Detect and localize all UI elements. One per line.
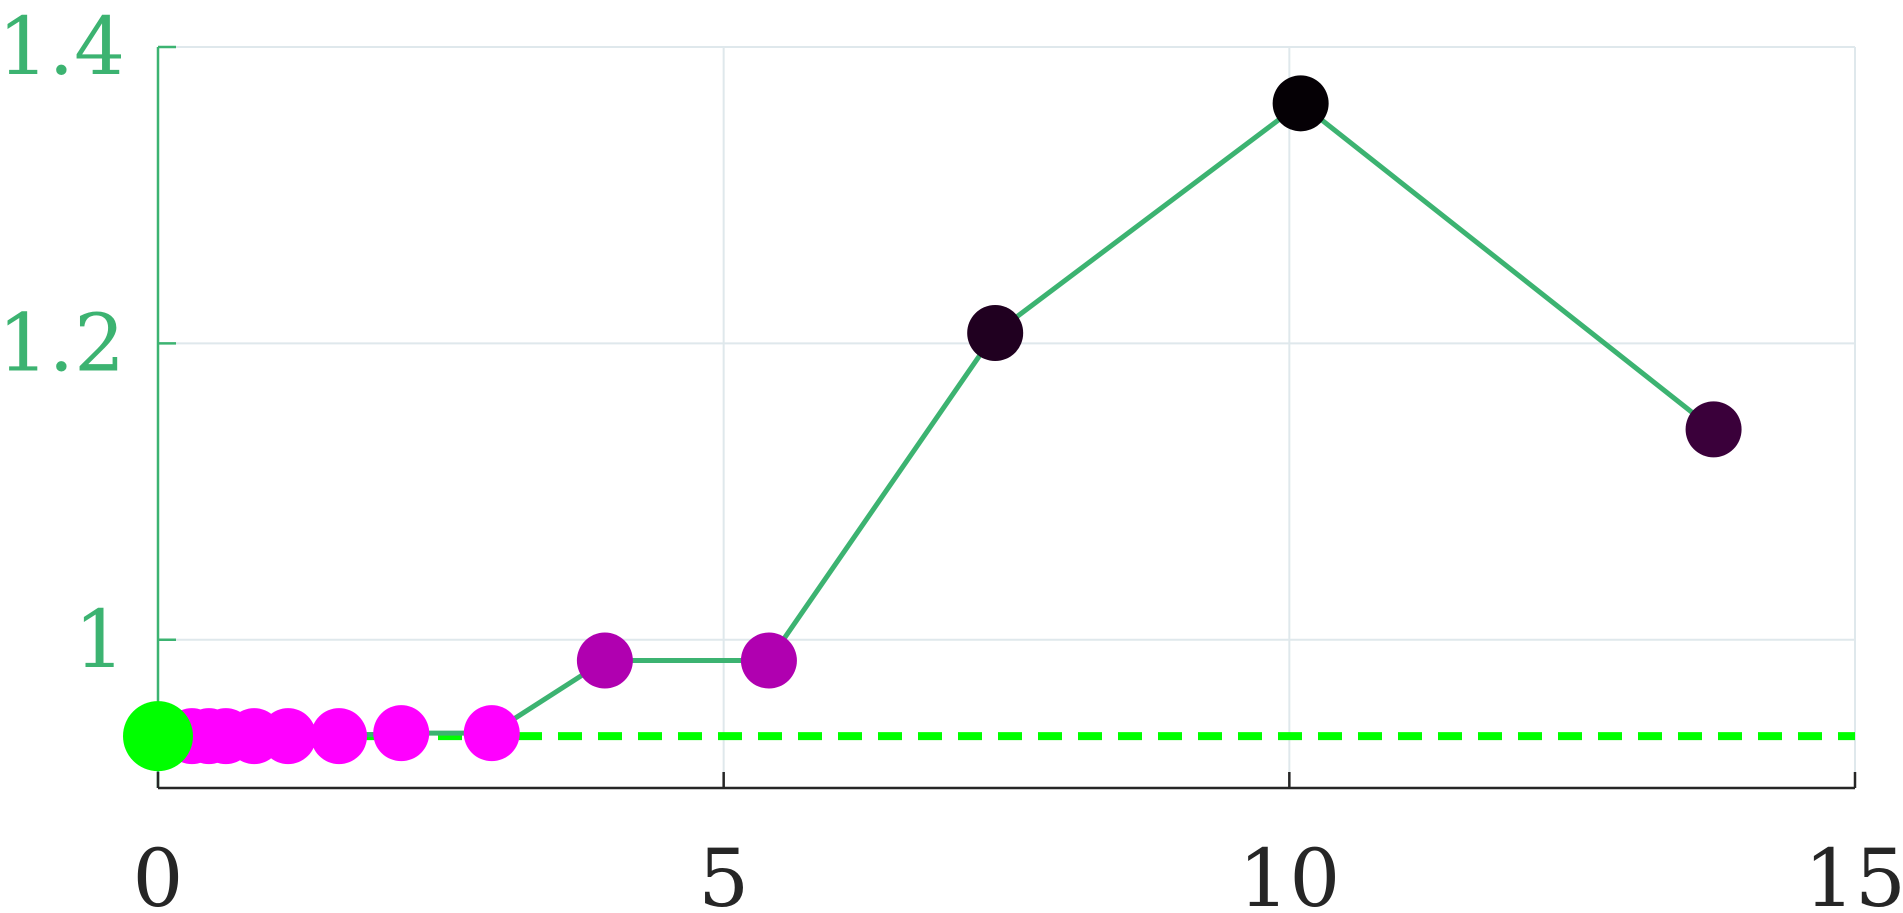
x-tick-label-3: 15: [1804, 832, 1903, 913]
x-tick-label-2: 10: [1238, 832, 1340, 913]
series-line-0: [158, 100, 1716, 739]
data-point-8: [463, 705, 520, 762]
y-tick-label-1: 1.2: [0, 296, 125, 389]
axes: [156, 45, 1857, 790]
data-point-11: [967, 305, 1024, 362]
data-point-6: [311, 708, 368, 765]
y-tick-label-0: 1: [74, 593, 125, 686]
data-point-13: [1685, 401, 1742, 458]
data-point-12: [1272, 75, 1329, 132]
grid: [158, 46, 1856, 788]
data-point-9: [576, 632, 633, 689]
series-layer: [123, 75, 1742, 772]
x-tick-label-0: 0: [133, 832, 184, 913]
y-tick-label-2: 1.4: [0, 0, 125, 93]
data-point-0: [123, 701, 193, 772]
x-tick-label-1: 5: [698, 832, 749, 913]
data-point-7: [373, 705, 430, 762]
data-point-10: [740, 632, 797, 689]
